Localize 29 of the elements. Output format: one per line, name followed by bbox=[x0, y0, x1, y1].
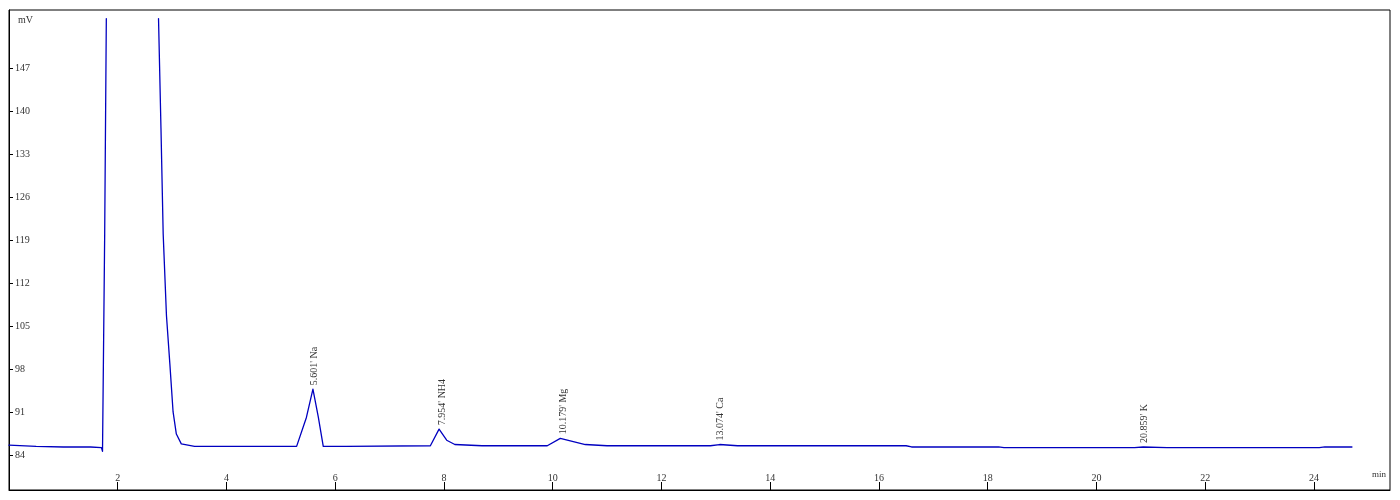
x-tick-label: 16 bbox=[873, 471, 884, 483]
annotation: 10.179' Mg bbox=[556, 388, 568, 435]
annotation: 13.074' Ca bbox=[714, 397, 726, 441]
y-tick-label: 140 bbox=[15, 105, 30, 117]
x-tick-label: 14 bbox=[765, 471, 776, 483]
x-tick-label: 6 bbox=[332, 471, 338, 483]
annotation: 20.859' K bbox=[1137, 403, 1149, 443]
x-tick-label: 20 bbox=[1091, 471, 1102, 483]
x-tick-label: 22 bbox=[1200, 471, 1211, 483]
x-tick-label: 12 bbox=[656, 471, 667, 483]
y-tick-label: 112 bbox=[15, 277, 30, 289]
x-tick-label: 4 bbox=[223, 471, 229, 483]
x-tick-label: 18 bbox=[982, 471, 993, 483]
y-tick-label: 126 bbox=[15, 191, 30, 203]
annotation: 5.601' Na bbox=[307, 346, 319, 386]
y-tick-label: 91 bbox=[15, 406, 25, 418]
x-axis-title: min bbox=[1372, 468, 1387, 479]
y-axis-title: mV bbox=[18, 13, 34, 25]
x-tick-label: 10 bbox=[547, 471, 558, 483]
x-tick-label: 24 bbox=[1308, 471, 1319, 483]
y-tick-label: 133 bbox=[15, 148, 30, 160]
y-tick-label: 105 bbox=[15, 320, 30, 332]
y-tick-label: 84 bbox=[15, 449, 25, 461]
y-tick-label: 98 bbox=[15, 363, 25, 375]
x-tick-label: 8 bbox=[441, 471, 447, 483]
x-tick-label: 2 bbox=[115, 471, 121, 483]
y-tick-label: 119 bbox=[15, 234, 30, 246]
y-tick-label: 147 bbox=[15, 62, 30, 74]
annotation: 7.954' NH4 bbox=[435, 378, 447, 426]
